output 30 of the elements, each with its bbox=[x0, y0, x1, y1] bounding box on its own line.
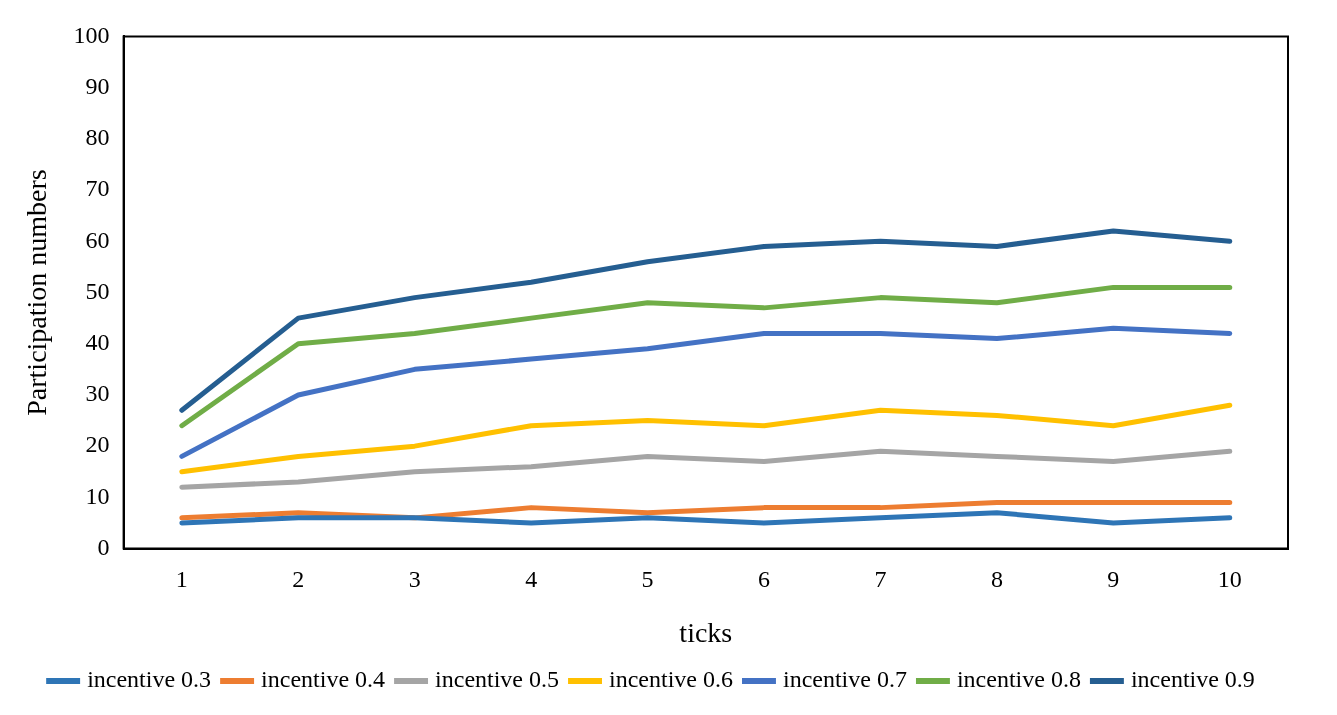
legend-label: incentive 0.5 bbox=[435, 666, 560, 693]
x-tick-label: 9 bbox=[1107, 566, 1120, 593]
x-tick-label: 3 bbox=[408, 566, 421, 593]
y-tick-label: 0 bbox=[97, 533, 110, 560]
y-tick-label: 20 bbox=[85, 431, 110, 458]
legend-label: incentive 0.9 bbox=[1130, 666, 1255, 693]
x-axis-title: ticks bbox=[679, 616, 733, 648]
x-tick-label: 6 bbox=[758, 566, 771, 593]
x-tick-label: 7 bbox=[874, 566, 887, 593]
x-tick-label: 10 bbox=[1217, 566, 1242, 593]
x-tick-label: 1 bbox=[175, 566, 188, 593]
y-tick-label: 80 bbox=[85, 124, 110, 151]
y-tick-label: 10 bbox=[85, 482, 110, 509]
y-tick-label: 60 bbox=[85, 226, 110, 253]
y-tick-label: 90 bbox=[85, 72, 110, 99]
x-tick-label: 2 bbox=[292, 566, 305, 593]
legend-label: incentive 0.3 bbox=[87, 666, 212, 693]
legend-label: incentive 0.6 bbox=[609, 666, 733, 693]
y-tick-label: 40 bbox=[85, 329, 110, 356]
legend-label: incentive 0.8 bbox=[956, 666, 1081, 693]
x-tick-label: 8 bbox=[990, 566, 1003, 593]
y-tick-label: 70 bbox=[85, 175, 110, 202]
y-axis-title: Participation numbers bbox=[21, 169, 53, 416]
y-tick-label: 100 bbox=[73, 21, 110, 48]
x-tick-label: 4 bbox=[525, 566, 538, 593]
x-tick-label: 5 bbox=[641, 566, 654, 593]
y-tick-label: 30 bbox=[85, 380, 110, 407]
y-tick-label: 50 bbox=[85, 277, 110, 304]
legend-label: incentive 0.7 bbox=[782, 666, 907, 693]
legend-label: incentive 0.4 bbox=[261, 666, 386, 693]
